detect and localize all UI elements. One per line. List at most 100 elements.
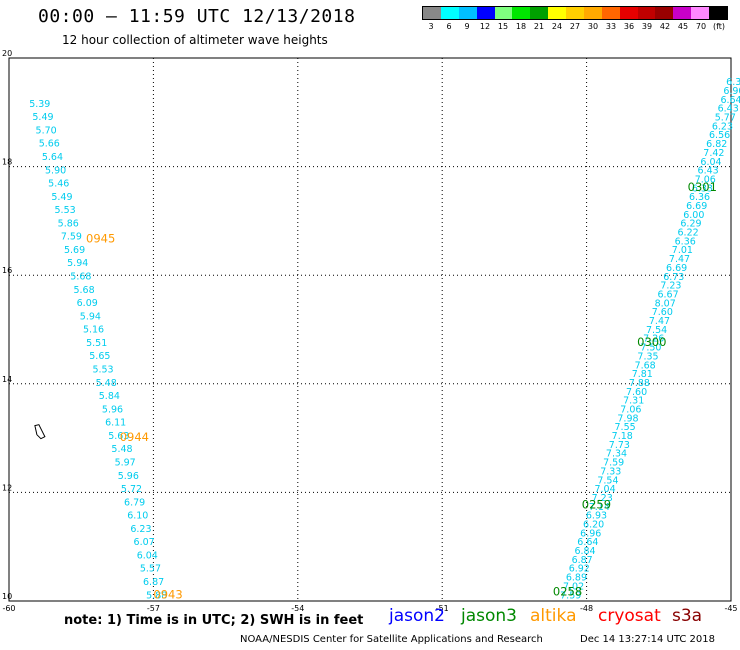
wave-height-value: 5.70 [36, 125, 57, 136]
wave-height-value: 6.64 [720, 95, 740, 106]
wave-height-value: 7.60 [626, 387, 647, 398]
wave-height-value: 6.89 [566, 573, 587, 584]
wave-height-value: 7.34 [606, 449, 627, 460]
wave-height-value: 5.48 [96, 378, 117, 389]
latitude-tick-label: 12 [2, 483, 12, 492]
colorbar-cell [673, 7, 692, 19]
wave-height-value: 6.23 [130, 524, 151, 535]
wave-height-value: 5.53 [55, 205, 76, 216]
wave-height-value: 5.16 [83, 325, 104, 336]
wave-height-value: 7.60 [652, 307, 673, 318]
wave-height-value: 6.09 [77, 298, 98, 309]
colorbar-tick-label: 6 [446, 22, 452, 31]
latitude-tick-label: 14 [2, 375, 12, 384]
colorbar-tick-label: 45 [677, 22, 689, 31]
wave-height-value: 6.36 [689, 192, 710, 203]
legend-jason3: jason3 [461, 606, 517, 626]
wave-height-value: 5.64 [42, 152, 63, 163]
colorbar-cell [691, 7, 709, 19]
wave-height-value: 6.64 [577, 537, 598, 548]
wave-height-value: 5.86 [58, 218, 79, 229]
wave-height-value: 5.63 [108, 431, 129, 442]
wave-height-value: 6.43 [698, 166, 719, 177]
wave-height-value: 7.23 [660, 281, 681, 292]
colorbar-cell [494, 7, 513, 19]
wave-height-value: 5.65 [89, 351, 110, 362]
wave-height-value: 6.79 [124, 497, 145, 508]
wave-height-value: 7.31 [623, 396, 644, 407]
satellite-legend: jason2 jason3 altika cryosat s3a [0, 606, 740, 626]
wave-height-value: 6.10 [127, 511, 148, 522]
colorbar-tick-label: 36 [623, 22, 635, 31]
wave-height-value: 5.51 [86, 338, 107, 349]
wave-height-value: 6.87 [143, 577, 164, 588]
wave-height-value: 6.33 [692, 183, 713, 194]
pass-time-label: 0259 [582, 498, 611, 512]
colorbar-tick-label: 30 [587, 22, 599, 31]
latitude-tick-label: 10 [2, 592, 12, 601]
longitude-tick-label: -60 [2, 604, 15, 613]
colorbar-tick-label: 3 [428, 22, 434, 31]
wave-height-value: 7.98 [617, 413, 638, 424]
wave-height-value: 6.36 [675, 236, 696, 247]
colorbar-cell [423, 7, 441, 19]
pass-time-label: 0943 [153, 587, 182, 601]
longitude-tick-label: -48 [580, 604, 593, 613]
wave-height-value: 7.06 [620, 404, 641, 415]
wave-height-value: 7.47 [649, 316, 670, 327]
latitude-tick-label: 16 [2, 266, 12, 275]
wave-height-value: 7.59 [603, 458, 624, 469]
wave-height-value: 5.94 [80, 311, 101, 322]
wave-height-value: 7.26 [643, 334, 664, 345]
wave-height-value: 7.50 [640, 343, 661, 354]
wave-height-value: 5.66 [39, 139, 60, 150]
wave-height-value: 6.04 [137, 550, 158, 561]
pass-time-label: 0944 [120, 430, 149, 444]
wave-height-value: 5.84 [99, 391, 120, 402]
colorbar-cell [458, 7, 477, 19]
longitude-tick-label: -57 [147, 604, 160, 613]
colorbar-cells [422, 6, 728, 20]
colorbar-cell [637, 7, 656, 19]
wave-height-value: 7.04 [594, 484, 615, 495]
wave-height-value: 5.96 [118, 471, 139, 482]
pass-time-label: 0258 [553, 585, 582, 599]
colorbar-cell [440, 7, 459, 19]
wave-height-value: 6.67 [657, 289, 678, 300]
wave-height-value: 6.29 [680, 219, 701, 230]
wave-height-value: 7.54 [646, 325, 667, 336]
legend-s3a: s3a [672, 606, 703, 626]
wave-height-value: 6.23 [712, 121, 733, 132]
wave-height-value: 5.77 [715, 113, 736, 124]
colorbar-cell [566, 7, 584, 19]
wave-height-value: 7.35 [637, 351, 658, 362]
wave-height-value: 7.14 [589, 502, 610, 513]
wave-height-value: 6.82 [706, 139, 727, 150]
wave-height-value: 5.53 [92, 364, 113, 375]
wave-height-value: 5.96 [102, 404, 123, 415]
legend-cryosat: cryosat [598, 606, 661, 626]
wave-height-value: 6.69 [686, 201, 707, 212]
wave-height-value: 6.43 [718, 104, 739, 115]
wave-height-value: 7.54 [597, 475, 618, 486]
colorbar-cell [583, 7, 602, 19]
latitude-tick-label: 20 [2, 49, 12, 58]
wave-height-value: 6.22 [678, 228, 699, 239]
colorbar-tick-label: 15 [497, 22, 509, 31]
colorbar-cell [619, 7, 638, 19]
wave-height-value: 7.81 [632, 369, 653, 380]
wave-height-value: 5.68 [73, 285, 94, 296]
wave-height-value: 7.23 [592, 493, 613, 504]
wave-height-value: 5.72 [121, 484, 142, 495]
colorbar-ticks: 3 6 9 12 15 18 21 24 27 30 33 36 39 42 45 70 (ft) [422, 22, 728, 34]
wave-height-value: 6.84 [574, 546, 595, 557]
pass-time-label: 0945 [86, 232, 115, 246]
wave-height-value: 5.57 [140, 564, 161, 575]
colorbar-tick-label: 9 [464, 22, 470, 31]
colorbar-cell [530, 7, 549, 19]
latitude-tick-label: 18 [2, 158, 12, 167]
map-subtitle: 12 hour collection of altimeter wave hei… [62, 33, 328, 47]
longitude-tick-label: -51 [436, 604, 449, 613]
colorbar-cell [548, 7, 566, 19]
longitude-tick-label: -54 [291, 604, 304, 613]
